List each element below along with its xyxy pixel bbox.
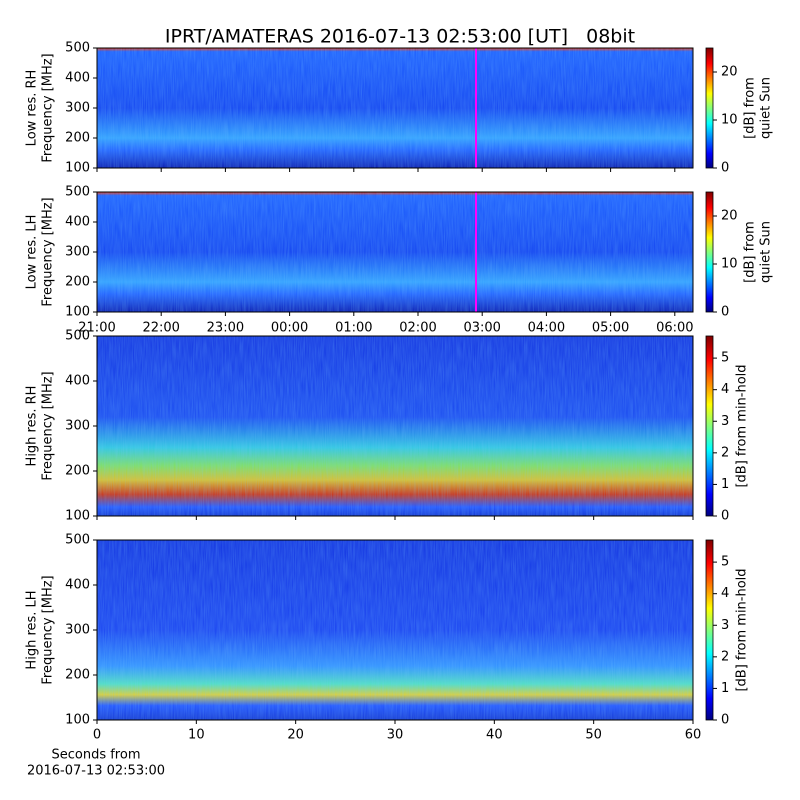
x-tick-label: 23:00: [207, 321, 244, 336]
x-tick-label: 60: [685, 728, 702, 743]
y-axis-label: High res. LH: [25, 590, 40, 669]
y-tick-label: 400: [65, 215, 90, 230]
y-tick-label: 300: [65, 419, 90, 434]
x-tick-label: 03:00: [463, 321, 500, 336]
x-tick-label: 30: [387, 728, 404, 743]
x-tick-label: 0: [93, 728, 101, 743]
y-tick-label: 100: [65, 305, 90, 320]
colorbar-tick-label: 5: [721, 555, 729, 570]
colorbar: [705, 539, 714, 721]
colorbar-label: [dB] from: [743, 221, 758, 283]
x-tick-label: 02:00: [399, 321, 436, 336]
y-axis-label: Frequency [MHz]: [41, 371, 56, 480]
x-tick-label: 40: [486, 728, 503, 743]
x-tick-label: 01:00: [335, 321, 372, 336]
colorbar-tick-label: 20: [721, 65, 738, 80]
colorbar-tick-label: 2: [721, 445, 729, 460]
y-tick-label: 100: [65, 509, 90, 524]
colorbar: [705, 191, 714, 313]
y-axis-label: Frequency [MHz]: [41, 53, 56, 162]
y-tick-label: 200: [65, 131, 90, 146]
x-axis-label: Seconds from: [51, 748, 140, 763]
y-axis-label: Frequency [MHz]: [41, 575, 56, 684]
colorbar-tick-label: 10: [721, 113, 738, 128]
spectrogram-texture: [97, 540, 693, 720]
y-tick-label: 500: [65, 329, 90, 344]
y-tick-label: 100: [65, 161, 90, 176]
x-tick-label: 10: [188, 728, 205, 743]
y-tick-label: 400: [65, 578, 90, 593]
y-tick-label: 300: [65, 101, 90, 116]
x-tick-label: 06:00: [656, 321, 693, 336]
y-tick-label: 200: [65, 275, 90, 290]
y-axis-label: Low res. RH: [25, 70, 40, 147]
colorbar-tick-label: 5: [721, 351, 729, 366]
y-tick-label: 500: [65, 185, 90, 200]
x-tick-label: 21:00: [78, 321, 115, 336]
x-tick-label: 04:00: [528, 321, 565, 336]
colorbar-tick-label: 20: [721, 209, 738, 224]
x-tick-label: 05:00: [592, 321, 629, 336]
colorbar-label: [dB] from min-hold: [735, 568, 750, 691]
spectrogram-texture: [97, 48, 693, 168]
colorbar-label: quiet Sun: [759, 77, 774, 139]
y-tick-label: 200: [65, 668, 90, 683]
y-tick-label: 200: [65, 464, 90, 479]
colorbar-tick-label: 3: [721, 618, 729, 633]
colorbar-label: [dB] from: [743, 77, 758, 139]
y-tick-label: 300: [65, 245, 90, 260]
y-tick-label: 500: [65, 41, 90, 56]
y-axis-label: Frequency [MHz]: [41, 197, 56, 306]
colorbar-tick-label: 0: [721, 161, 729, 176]
y-tick-label: 100: [65, 713, 90, 728]
colorbar-label: [dB] from min-hold: [735, 364, 750, 487]
y-axis-label: Low res. LH: [25, 215, 40, 290]
x-tick-label: 50: [585, 728, 602, 743]
colorbar-tick-label: 0: [721, 509, 729, 524]
title: IPRT/AMATERAS 2016-07-13 02:53:00 [UT] 0…: [165, 26, 635, 48]
x-tick-label: 22:00: [142, 321, 179, 336]
colorbar-tick-label: 2: [721, 649, 729, 664]
colorbar-tick-label: 4: [721, 382, 729, 397]
y-tick-label: 400: [65, 71, 90, 86]
spectrogram-texture: [97, 192, 693, 312]
y-axis-label: High res. RH: [25, 386, 40, 467]
y-tick-label: 400: [65, 374, 90, 389]
y-tick-label: 300: [65, 623, 90, 638]
colorbar-tick-label: 0: [721, 713, 729, 728]
colorbar-tick-label: 1: [721, 477, 729, 492]
colorbar: [705, 47, 714, 169]
x-tick-label: 00:00: [271, 321, 308, 336]
x-axis-label: 2016-07-13 02:53:00: [27, 764, 165, 779]
colorbar: [705, 335, 714, 517]
colorbar-tick-label: 1: [721, 681, 729, 696]
x-tick-label: 20: [287, 728, 304, 743]
colorbar-tick-label: 0: [721, 305, 729, 320]
colorbar-tick-label: 4: [721, 586, 729, 601]
colorbar-tick-label: 3: [721, 414, 729, 429]
y-tick-label: 500: [65, 533, 90, 548]
colorbar-label: quiet Sun: [759, 221, 774, 283]
colorbar-tick-label: 10: [721, 257, 738, 272]
spectrogram-texture: [97, 336, 693, 516]
